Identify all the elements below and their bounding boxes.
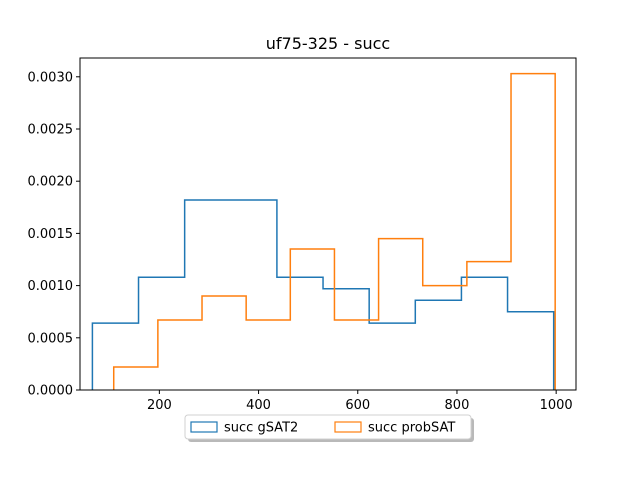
legend-label: succ probSAT: [368, 421, 455, 436]
legend: succ gSAT2 succ probSAT: [184, 414, 474, 442]
x-tick-label: 400: [246, 398, 271, 413]
series-line-0: [91, 199, 555, 390]
series-layer: [91, 72, 556, 390]
series-line-1: [112, 72, 556, 390]
x-axis: 200 400 600 800 1000: [147, 390, 573, 413]
y-tick-label: 0.0025: [28, 122, 74, 137]
y-tick-label: 0.0005: [28, 331, 74, 346]
y-tick-label: 0.0010: [28, 279, 74, 294]
plot-frame: [79, 57, 577, 391]
legend-swatch: [334, 421, 362, 433]
y-axis: 0.0000 0.0005 0.0010 0.0015 0.0020 0.0025 0.00…: [28, 70, 80, 399]
chart-title: uf75-325 - succ: [266, 34, 390, 53]
legend-label: succ gSAT2: [224, 421, 298, 436]
y-tick-label: 0.0015: [28, 227, 74, 242]
y-tick-label: 0.0020: [28, 175, 74, 190]
y-tick-label: 0.0030: [28, 70, 74, 85]
x-tick-label: 600: [345, 398, 370, 413]
x-tick-label: 1000: [540, 398, 573, 413]
x-tick-label: 200: [147, 398, 172, 413]
legend-box: [184, 414, 472, 440]
y-tick-label: 0.0000: [28, 384, 74, 399]
x-tick-label: 800: [445, 398, 470, 413]
legend-swatch: [190, 421, 218, 433]
